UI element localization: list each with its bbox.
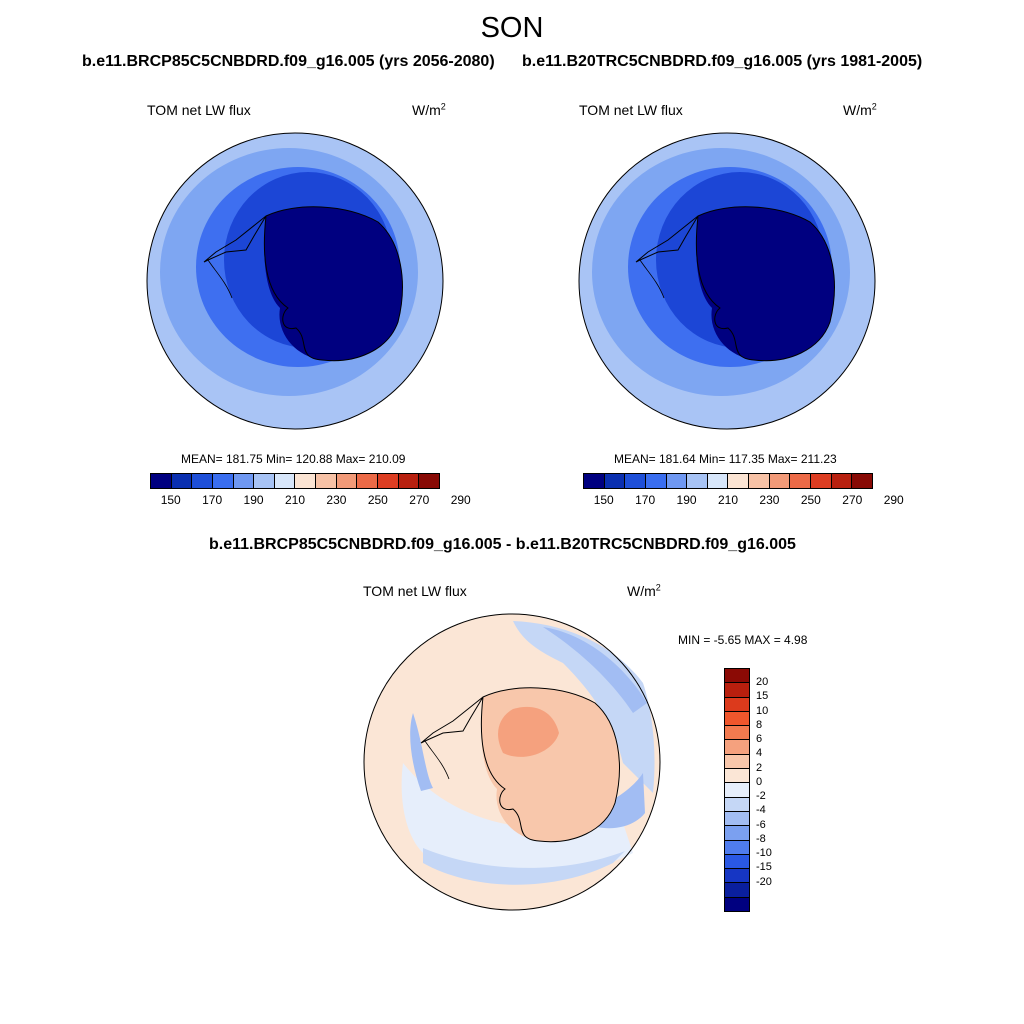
colorbar-swatch [645,474,667,488]
difference-title: b.e11.BRCP85C5CNBDRD.f09_g16.005 - b.e11… [209,536,796,553]
colorbar-swatch [212,474,234,488]
colorbar-tick-label: 230 [759,493,780,507]
colorbar-tick-label: 2 [756,761,763,774]
colorbar-swatch [378,474,399,488]
colorbar-swatch [749,474,770,488]
colorbar-tick-label: -8 [756,832,766,845]
left-colorbar: 150 170 190 210 230 250 270 290 [150,473,471,507]
colorbar-tick-label: 150 [160,493,181,507]
colorbar-tick-label: 150 [593,493,614,507]
difference-polar-map [363,613,661,911]
colorbar-swatch [725,811,749,827]
colorbar-tick-label: -4 [756,804,766,817]
historical-case-title: b.e11.B20TRC5CNBDRD.f09_g16.005 (yrs 198… [522,53,923,70]
colorbar-swatch [725,897,749,912]
right-stats: MEAN= 181.64 Min= 117.35 Max= 211.23 [614,452,837,466]
colorbar-tick-label: -6 [756,818,766,831]
right-units-label: W/m2 [843,101,877,118]
colorbar-swatch [725,783,749,798]
colorbar-tick-label: 170 [202,493,223,507]
colorbar-swatch [274,474,296,488]
colorbar-swatch [316,474,337,488]
colorbar-tick-label: 170 [635,493,656,507]
colorbar-swatch [604,474,626,488]
colorbar-tick-label: -2 [756,790,766,803]
right-colorbar: 150 170 190 210 230 250 270 290 [583,473,904,507]
difference-colorbar [724,668,750,912]
left-polar-map [146,132,444,430]
colorbar-swatch [357,474,379,488]
right-variable-label: TOM net LW flux [579,102,683,118]
colorbar-tick-label: 15 [756,690,769,703]
colorbar-swatch [852,474,872,488]
colorbar-swatch [725,669,749,684]
colorbar-swatch [769,474,791,488]
colorbar-swatch [584,474,605,488]
left-variable-label: TOM net LW flux [147,102,251,118]
future-case-title: b.e11.BRCP85C5CNBDRD.f09_g16.005 (yrs 20… [82,53,495,70]
colorbar-swatch [725,769,749,784]
colorbar-tick-label: 250 [800,493,821,507]
left-stats: MEAN= 181.75 Min= 120.88 Max= 210.09 [181,452,406,466]
colorbar-tick-label: 210 [717,493,739,507]
colorbar-tick-label: 290 [450,493,471,507]
colorbar-swatch [254,474,275,488]
colorbar-swatch [295,474,317,488]
colorbar-swatch [725,697,749,712]
colorbar-swatch [725,854,749,870]
colorbar-swatch [728,474,750,488]
colorbar-swatch [233,474,255,488]
left-units-label: W/m2 [412,101,446,118]
colorbar-swatch [666,474,688,488]
colorbar-tick-label: 210 [284,493,306,507]
colorbar-swatch [725,683,749,698]
colorbar-swatch [192,474,213,488]
colorbar-swatch [625,474,646,488]
colorbar-swatch [725,711,749,727]
colorbar-swatch [687,474,708,488]
colorbar-tick-label: 250 [367,493,388,507]
colorbar-tick-label: 0 [756,775,763,788]
diff-variable-label: TOM net LW flux [363,583,467,599]
colorbar-tick-label: 8 [756,718,763,731]
colorbar-swatch [336,474,358,488]
colorbar-swatch [725,826,749,841]
colorbar-tick-label: 190 [243,493,264,507]
colorbar-swatch [725,797,749,812]
diff-units-label: W/m2 [627,582,661,599]
season-title: SON [480,12,544,44]
right-polar-map [578,132,876,430]
colorbar-swatch [171,474,193,488]
colorbar-swatch [790,474,812,488]
colorbar-swatch [831,474,853,488]
colorbar-swatch [725,754,749,770]
colorbar-tick-label: 20 [756,676,769,689]
colorbar-swatch [398,474,420,488]
colorbar-tick-label: 6 [756,733,763,746]
colorbar-swatch [419,474,439,488]
colorbar-tick-label: 4 [756,747,763,760]
colorbar-swatch [725,840,749,855]
colorbar-tick-label: -10 [756,847,772,860]
colorbar-tick-label: 290 [883,493,904,507]
colorbar-swatch [725,869,749,884]
colorbar-swatch [725,726,749,741]
colorbar-swatch [725,740,749,755]
colorbar-tick-label: 190 [676,493,697,507]
colorbar-tick-label: -15 [756,861,772,874]
diff-stats: MIN = -5.65 MAX = 4.98 [678,633,808,647]
colorbar-swatch [151,474,172,488]
colorbar-tick-label: -20 [756,875,772,888]
colorbar-tick-label: 270 [409,493,430,507]
colorbar-tick-label: 270 [842,493,863,507]
colorbar-swatch [725,883,749,898]
colorbar-tick-label: 230 [326,493,347,507]
colorbar-swatch [707,474,729,488]
colorbar-swatch [811,474,832,488]
colorbar-tick-label: 10 [756,704,769,717]
